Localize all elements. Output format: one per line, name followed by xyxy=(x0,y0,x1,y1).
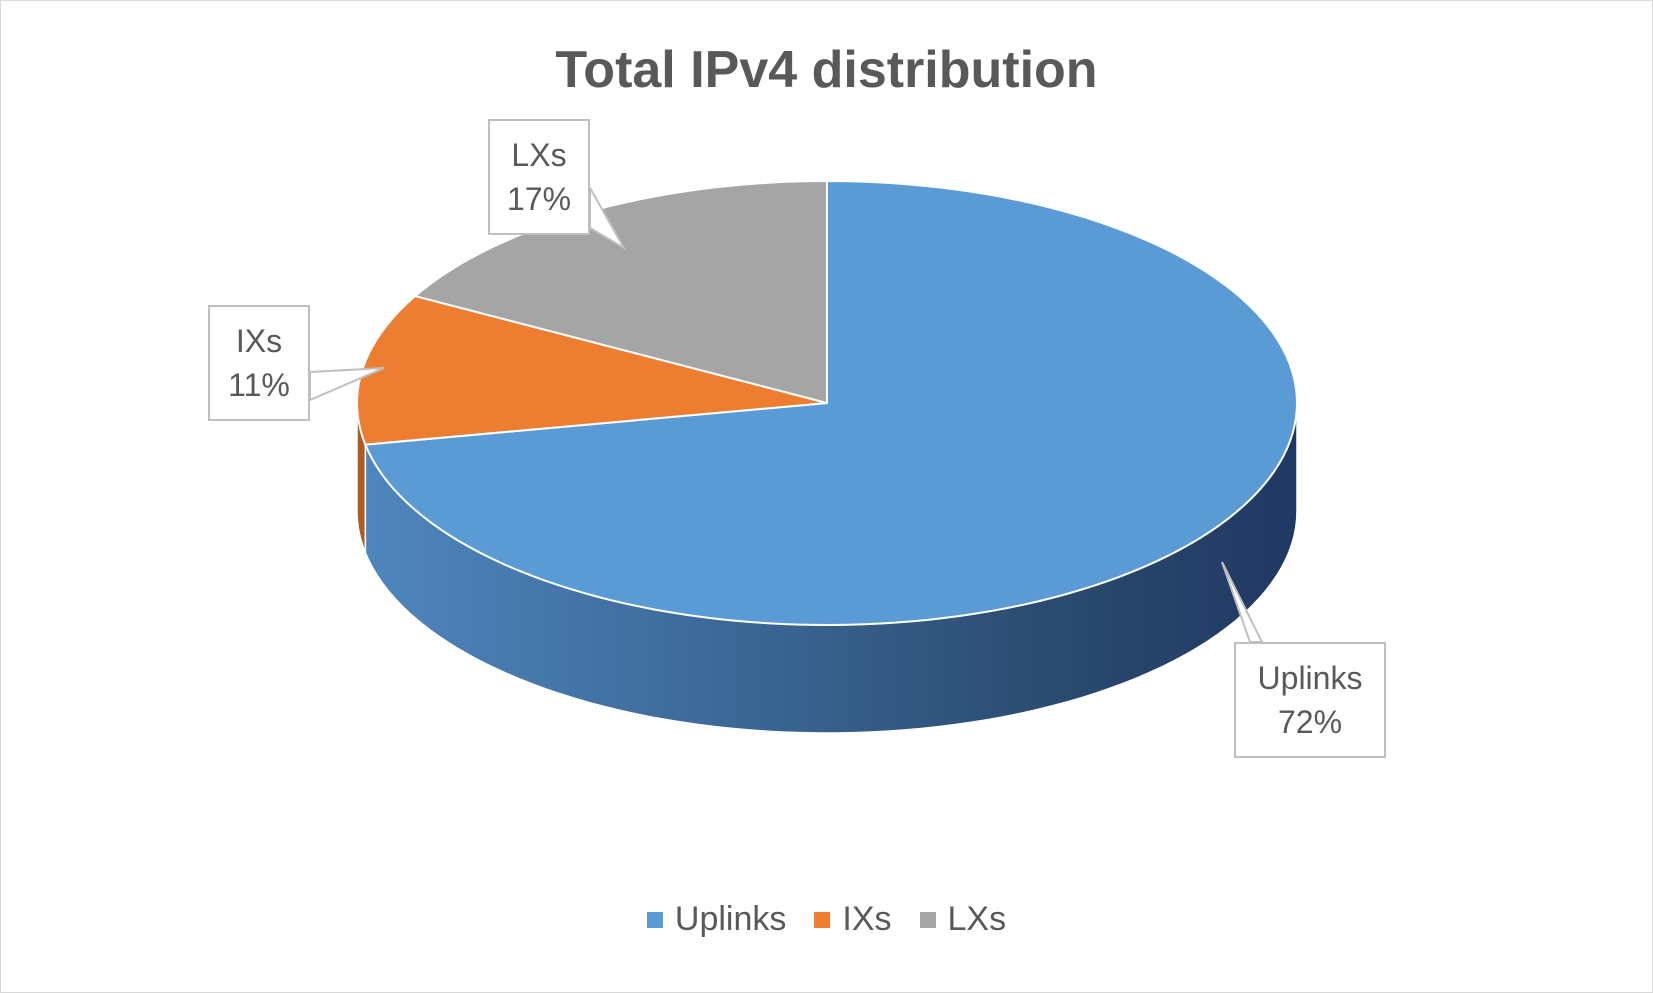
legend-label: IXs xyxy=(842,900,892,938)
data-label-ixs: IXs 11% xyxy=(208,305,310,421)
legend-label: LXs xyxy=(947,900,1007,938)
legend-swatch xyxy=(814,911,831,928)
data-label-lxs: LXs 17% xyxy=(488,119,590,235)
legend-item-uplinks[interactable]: Uplinks xyxy=(646,900,787,939)
legend-item-ixs[interactable]: IXs xyxy=(814,900,892,939)
data-label-category: LXs xyxy=(511,137,567,173)
legend-swatch xyxy=(919,911,936,928)
data-label-percent: 17% xyxy=(506,181,572,217)
pie-slice-uplinks[interactable] xyxy=(364,180,1298,626)
callout-leader-ixs xyxy=(309,367,385,402)
legend: Uplinks IXs LXs xyxy=(0,900,1653,939)
callout-leaders xyxy=(309,184,1264,643)
data-label-category: Uplinks xyxy=(1257,660,1363,696)
data-label-percent: 11% xyxy=(228,367,290,403)
chart-title: Total IPv4 distribution xyxy=(555,41,1098,99)
legend-label: Uplinks xyxy=(674,900,787,938)
data-label-uplinks: Uplinks 72% xyxy=(1234,642,1386,758)
data-label-category: IXs xyxy=(235,323,283,359)
data-label-percent: 72% xyxy=(1277,704,1343,740)
callout-leader-lxs xyxy=(589,184,627,251)
legend-swatch xyxy=(646,911,663,928)
pie-top xyxy=(356,180,1298,626)
legend-item-lxs[interactable]: LXs xyxy=(919,900,1007,939)
